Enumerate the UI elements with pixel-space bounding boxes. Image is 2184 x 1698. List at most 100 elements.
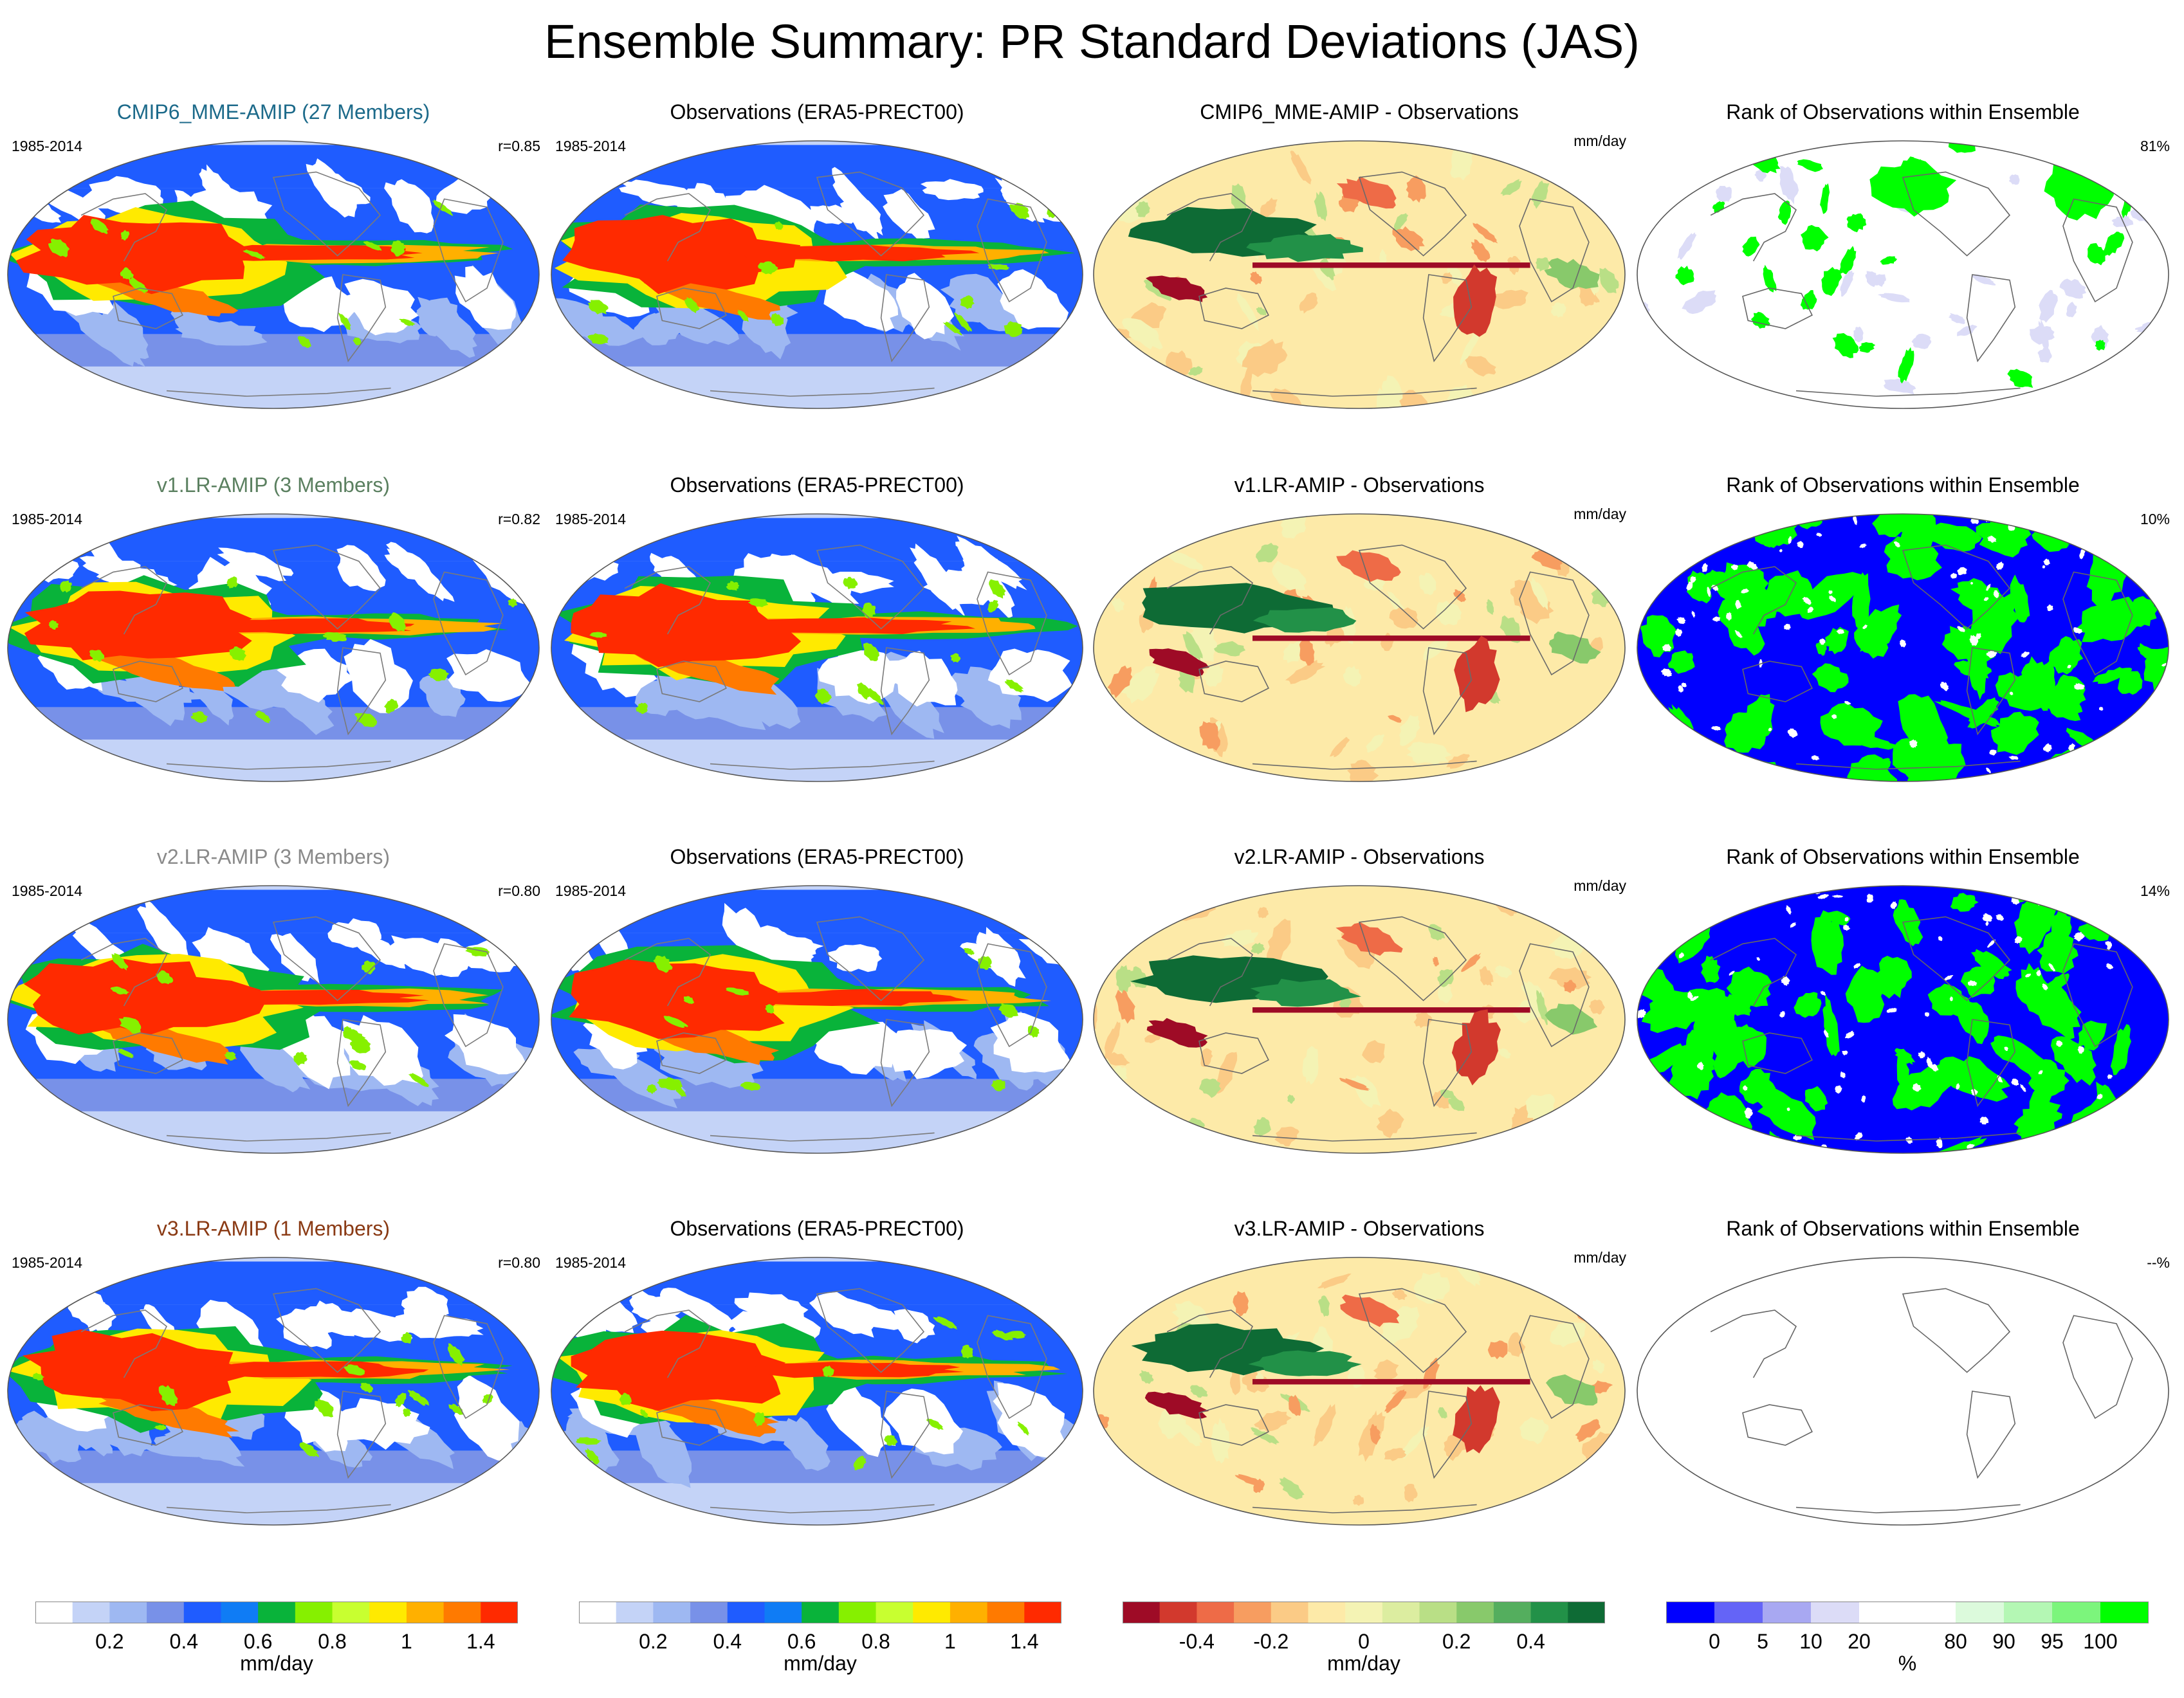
units-label: mm/day: [1574, 877, 1626, 894]
colorbar-swatch: [653, 1602, 691, 1623]
colorbar-units: mm/day: [240, 1652, 313, 1675]
colorbar-swatches: [1666, 1602, 2149, 1623]
panel-title: v2.LR-AMIP - Observations: [1234, 845, 1485, 868]
rank-percent-label: 14%: [2140, 882, 2170, 899]
figure-title: Ensemble Summary: PR Standard Deviations…: [544, 15, 1640, 68]
colorbar-swatches: [1123, 1602, 1605, 1623]
colorbar-tick-label: 1.4: [466, 1630, 495, 1653]
correlation-label: r=0.85: [498, 138, 540, 154]
colorbar-swatch: [987, 1602, 1025, 1623]
colorbar-tick-label: 90: [1992, 1630, 2015, 1653]
colorbar-swatch: [1530, 1602, 1568, 1623]
colorbar-swatch: [1666, 1602, 1715, 1623]
colorbar-rank: 0 5 10 20 80 90 95 100%: [1666, 1602, 2149, 1698]
units-label: mm/day: [1574, 1249, 1626, 1266]
colorbar-swatch: [1956, 1602, 2005, 1623]
rank-map: [1637, 513, 2169, 782]
colorbar-swatch: [1345, 1602, 1383, 1623]
panel-title: v1.LR-AMIP - Observations: [1234, 473, 1485, 497]
colorbar-tick-label: 0.8: [861, 1630, 890, 1653]
panel-rank-row1: Rank of Observations within Ensemble 81%: [1636, 100, 2170, 410]
colorbar-swatch: [1159, 1602, 1197, 1623]
colorbar-tick-label: 95: [2041, 1630, 2064, 1653]
colorbar-swatch: [72, 1602, 110, 1623]
colorbar-swatch: [221, 1602, 259, 1623]
colorbar-swatch: [2052, 1602, 2101, 1623]
panel-title: v1.LR-AMIP (3 Members): [156, 473, 390, 497]
panel-title: v3.LR-AMIP (1 Members): [156, 1217, 390, 1240]
colorbar-swatch: [1456, 1602, 1494, 1623]
panel-title: Rank of Observations within Ensemble: [1726, 100, 2080, 123]
colorbar-swatch: [369, 1602, 407, 1623]
colorbar-swatch: [1123, 1602, 1161, 1623]
colorbar-tick-label: 0.4: [169, 1630, 199, 1653]
rank-percent-label: --%: [2147, 1254, 2170, 1271]
period-label: 1985-2014: [12, 1254, 82, 1271]
colorbar-swatch: [876, 1602, 913, 1623]
panel-title: v2.LR-AMIP (3 Members): [156, 845, 390, 868]
colorbar-swatch: [1024, 1602, 1061, 1623]
panel-title: Rank of Observations within Ensemble: [1726, 1217, 2080, 1240]
colorbar-difference: -0.4 -0.2 0 0.2 0.4 mm/day: [1123, 1602, 1605, 1698]
panel-rank-row3: Rank of Observations within Ensemble 14%: [1636, 845, 2170, 1155]
correlation-label: r=0.80: [498, 1254, 540, 1271]
colorbar-tick-label: 0.2: [95, 1630, 124, 1653]
colorbar-swatch: [764, 1602, 802, 1623]
obs-map: [551, 513, 1083, 782]
colorbar-swatch: [406, 1602, 445, 1623]
rank-map: [1637, 140, 2169, 409]
colorbar-std-dev-obs: 0.2 0.4 0.6 0.8 1 1.4 mm/day: [579, 1602, 1061, 1698]
panel-diff-row4: v3.LR-AMIP - Observations mm/day: [1092, 1217, 1626, 1526]
colorbar-swatch: [1568, 1602, 1605, 1623]
panel-obs-row2: Observations (ERA5-PRECT00) 1985-2014: [550, 473, 1084, 783]
colorbar-tick-label: -0.2: [1253, 1630, 1289, 1653]
colorbar-tick-label: 0.6: [243, 1630, 273, 1653]
panel-title: Observations (ERA5-PRECT00): [670, 473, 964, 497]
colorbar-swatch: [913, 1602, 951, 1623]
rank-percent-label: 10%: [2140, 511, 2170, 527]
panel-title: Rank of Observations within Ensemble: [1726, 845, 2080, 868]
colorbar-swatch: [35, 1602, 73, 1623]
panel-model-row2: v1.LR-AMIP (3 Members) 1985-2014 r=0.82: [6, 473, 540, 783]
colorbar-std-dev-model: 0.2 0.4 0.6 0.8 1 1.4 mm/day: [35, 1602, 518, 1698]
panel-title: Observations (ERA5-PRECT00): [670, 1217, 964, 1240]
model-map: [7, 885, 540, 1154]
colorbar-swatch: [1907, 1602, 1956, 1623]
rank-map: [1637, 1257, 2169, 1526]
colorbar-tick-label: 0.2: [1442, 1630, 1471, 1653]
colorbar-swatch: [1271, 1602, 1308, 1623]
colorbar-tick-label: 80: [1944, 1630, 1967, 1653]
period-label: 1985-2014: [12, 882, 82, 899]
colorbar-tick-label: 1.4: [1010, 1630, 1039, 1653]
colorbar-tick-label: 0.6: [787, 1630, 816, 1653]
correlation-label: r=0.82: [498, 511, 540, 527]
colorbar-swatch: [1811, 1602, 1860, 1623]
units-label: mm/day: [1574, 506, 1626, 522]
colorbar-tick-label: 0.8: [318, 1630, 347, 1653]
colorbar-tick-label: 0.4: [1516, 1630, 1545, 1653]
panel-diff-row2: v1.LR-AMIP - Observations mm/day: [1092, 473, 1626, 783]
colorbar-tick-label: 0: [1358, 1630, 1370, 1653]
colorbar-tick-label: 0: [1709, 1630, 1720, 1653]
period-label: 1985-2014: [555, 882, 626, 899]
diff-map: [1093, 885, 1626, 1154]
colorbar-swatch: [579, 1602, 617, 1623]
diff-map: [1093, 513, 1626, 782]
panel-title: Rank of Observations within Ensemble: [1726, 473, 2080, 497]
period-label: 1985-2014: [12, 138, 82, 154]
colorbar-swatch: [258, 1602, 296, 1623]
colorbar-swatch: [1308, 1602, 1346, 1623]
colorbar-swatch: [1859, 1602, 1908, 1623]
panel-rank-row4: Rank of Observations within Ensemble --%: [1636, 1217, 2170, 1526]
diff-map: [1093, 140, 1626, 409]
colorbar-units: mm/day: [1327, 1652, 1400, 1675]
obs-map: [551, 1257, 1083, 1526]
model-map: [7, 1257, 540, 1526]
colorbar-swatch: [690, 1602, 728, 1623]
colorbar-swatch: [1493, 1602, 1532, 1623]
period-label: 1985-2014: [555, 511, 626, 527]
period-label: 1985-2014: [555, 138, 626, 154]
rank-percent-label: 81%: [2140, 138, 2170, 154]
colorbar-tick-label: 20: [1848, 1630, 1871, 1653]
colorbar-swatch: [1234, 1602, 1272, 1623]
